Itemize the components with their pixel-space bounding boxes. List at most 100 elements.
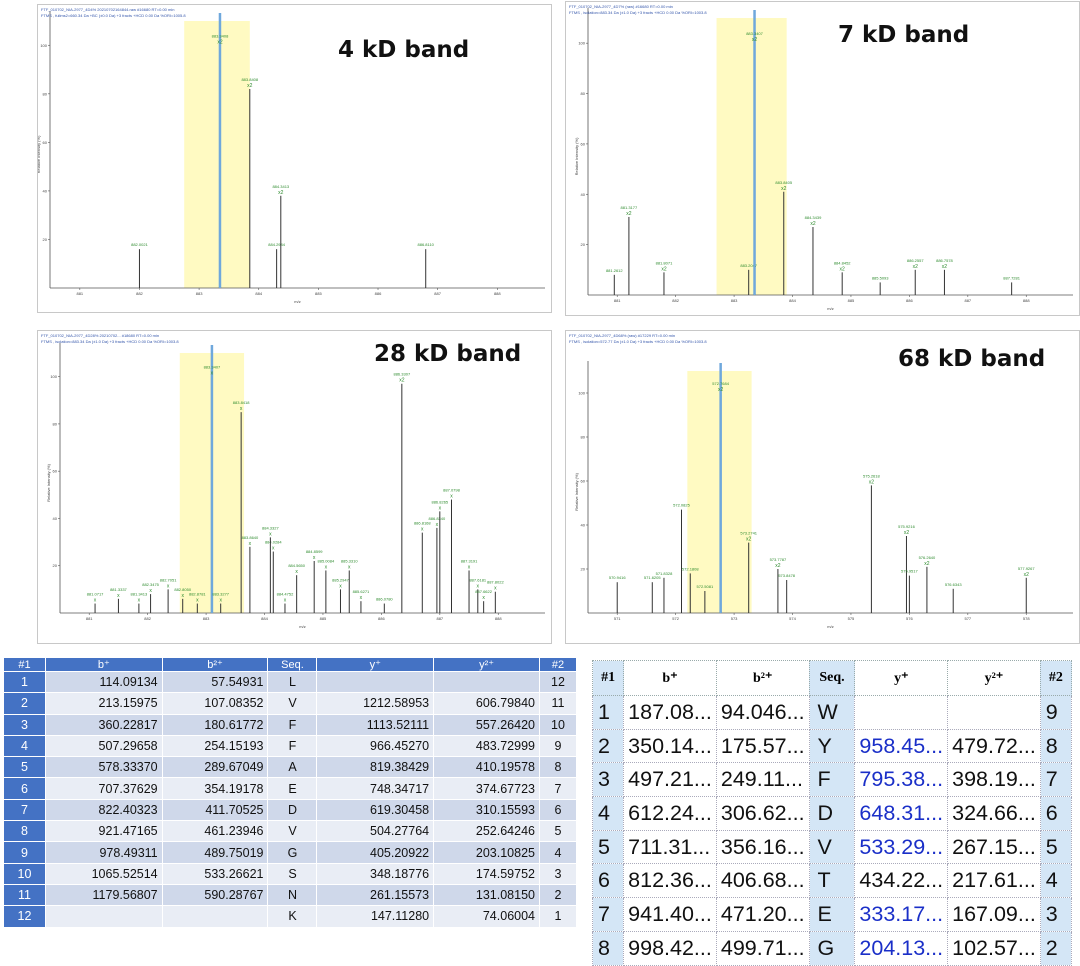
table-cell: 398.19... (947, 762, 1041, 798)
peak-label: 575.2618 (863, 473, 880, 478)
peak-ion-marker: x (360, 595, 363, 601)
peak-label: 882.8781 (189, 592, 206, 597)
table-cell: 533.29... (854, 829, 949, 865)
table-cell: 8 (539, 756, 577, 779)
table-cell: 360.22817 (45, 713, 163, 736)
left-table-header: #1 (3, 657, 46, 672)
table-row: 4 507.29658 254.15193 F 966.45270 483.72999 9 (3, 734, 577, 758)
table-cell: 267.15... (947, 829, 1041, 865)
x-axis-label: m/z (299, 624, 305, 629)
row-index: 4 (591, 796, 625, 831)
peak-ion-marker: x2 (399, 378, 405, 384)
row-index: 10 (3, 862, 46, 885)
peak-label: 886.7578 (936, 258, 953, 263)
table-cell: L (267, 670, 318, 694)
y-tick-label: 80 (581, 435, 586, 440)
table-row: 9 978.49311 489.75019 G 405.20922 203.10825 4 (3, 841, 577, 864)
peak-label: 572.5081 (697, 584, 714, 589)
peak-label: 887.7281 (1003, 275, 1020, 280)
table-cell: 434.22... (854, 863, 949, 899)
table-cell: 306.62... (715, 796, 810, 831)
panel-header-line-2: FTMS , isolation=572.77 Da (±1.0 Da) +3 … (569, 339, 707, 344)
x-axis-label: m/z (827, 624, 833, 629)
x-tick-label: 887 (434, 291, 441, 296)
spectrum-chart: 20 40 60 80 100 881 882 883 884 885 886 887 888 m/z Re… (46, 343, 545, 629)
peak-ion-marker: x2 (247, 83, 253, 89)
table-cell: 711.31... (623, 829, 717, 865)
table-cell: 619.30458 (316, 798, 435, 822)
x-tick-label: 885 (315, 291, 322, 296)
peak-label: 881.0717 (87, 592, 104, 597)
table-cell: 114.09134 (45, 670, 163, 694)
table-cell: 497.21... (623, 762, 717, 798)
peak-ion-marker: x (313, 555, 316, 561)
table-cell: 310.15593 (433, 798, 540, 822)
table-cell: 411.70525 (161, 798, 269, 822)
x-tick-label: 888 (495, 616, 502, 621)
peak-ion-marker: x (181, 593, 184, 599)
table-cell: E (808, 897, 856, 932)
y-tick-label: 40 (53, 516, 58, 521)
table-row: 5 578.33370 289.67049 A 819.38429 410.19578 8 (3, 756, 577, 779)
peak-ion-marker: x2 (810, 221, 816, 227)
x-tick-label: 883 (203, 616, 210, 621)
table-cell: F (808, 762, 856, 798)
row-index: 6 (3, 777, 46, 800)
row-index: 1 (591, 695, 625, 730)
peak-label: 884.0284 (265, 540, 282, 545)
table-cell: 203.10825 (433, 841, 540, 864)
peak-ion-marker: x2 (626, 211, 632, 217)
table-cell: E (267, 777, 318, 800)
band-title: 7 kD band (838, 22, 970, 48)
peak-label: 577.9267 (1018, 566, 1035, 571)
peak-label: 885.0084 (318, 558, 335, 563)
peak-label: 573.8478 (778, 573, 795, 578)
y-tick-label: 40 (43, 188, 48, 193)
table-cell: G (267, 841, 318, 864)
table-cell: 966.45270 (316, 734, 435, 758)
peak-label: 883.8418 (233, 400, 250, 405)
band-title: 4 kD band (338, 37, 470, 63)
peak-ion-marker: x (249, 541, 252, 547)
x-tick-label: 574 (789, 616, 796, 621)
peak-ion-marker: x (269, 531, 272, 537)
table-cell: 350.14... (623, 728, 717, 764)
peak-label: 886.8168 (414, 521, 431, 526)
x-tick-label: 573 (731, 616, 738, 621)
table-cell: 174.59752 (433, 862, 540, 885)
table-cell: 9 (1039, 695, 1073, 730)
right-table-header: y²⁺ (947, 660, 1041, 696)
y-tick-label: 80 (53, 421, 58, 426)
table-row: 12 K 147.11280 74.06004 1 (3, 905, 577, 928)
peak-label: 883.3277 (212, 592, 229, 597)
table-cell: 1179.56807 (45, 883, 163, 907)
x-tick-label: 888 (1023, 298, 1030, 303)
row-index: 2 (3, 692, 46, 715)
table-cell: 4 (539, 841, 577, 864)
x-tick-label: 882 (136, 291, 143, 296)
x-tick-label: 882 (144, 616, 151, 621)
peak-label: 884.3327 (262, 525, 279, 530)
y-tick-label: 20 (581, 567, 586, 572)
y-tick-label: 80 (581, 91, 586, 96)
table-cell: 483.72999 (433, 734, 540, 758)
peak-label: 573.2741 (740, 531, 757, 536)
spectrum-panel-28kd: 20 40 60 80 100 881 882 883 884 885 886 887 888 m/z Re… (37, 330, 552, 644)
table-cell: 107.08352 (161, 692, 269, 715)
table-cell: 261.15573 (316, 883, 435, 907)
table-cell: N (267, 883, 318, 907)
row-index: 8 (3, 820, 46, 843)
table-cell: 748.34717 (316, 777, 435, 800)
y-tick-label: 20 (43, 237, 48, 242)
table-cell: 252.64246 (433, 820, 540, 843)
peak-ion-marker: x2 (278, 190, 284, 196)
table-cell: 131.08150 (433, 883, 540, 907)
table-row: 3 497.21... 249.11... F 795.38... 398.19... 7 (591, 762, 1073, 798)
row-index: 4 (3, 734, 46, 758)
peak-label: 576.6343 (945, 582, 962, 587)
peak-label: 881.8071 (656, 260, 673, 265)
peak-ion-marker: x (295, 569, 298, 575)
peak-label: 884.8599 (306, 549, 323, 554)
peak-ion-marker: x (196, 598, 199, 604)
spectrum-panel-68kd: 20 40 60 80 100 571 572 573 574 575 576 577 578 m/z Re… (565, 330, 1080, 644)
